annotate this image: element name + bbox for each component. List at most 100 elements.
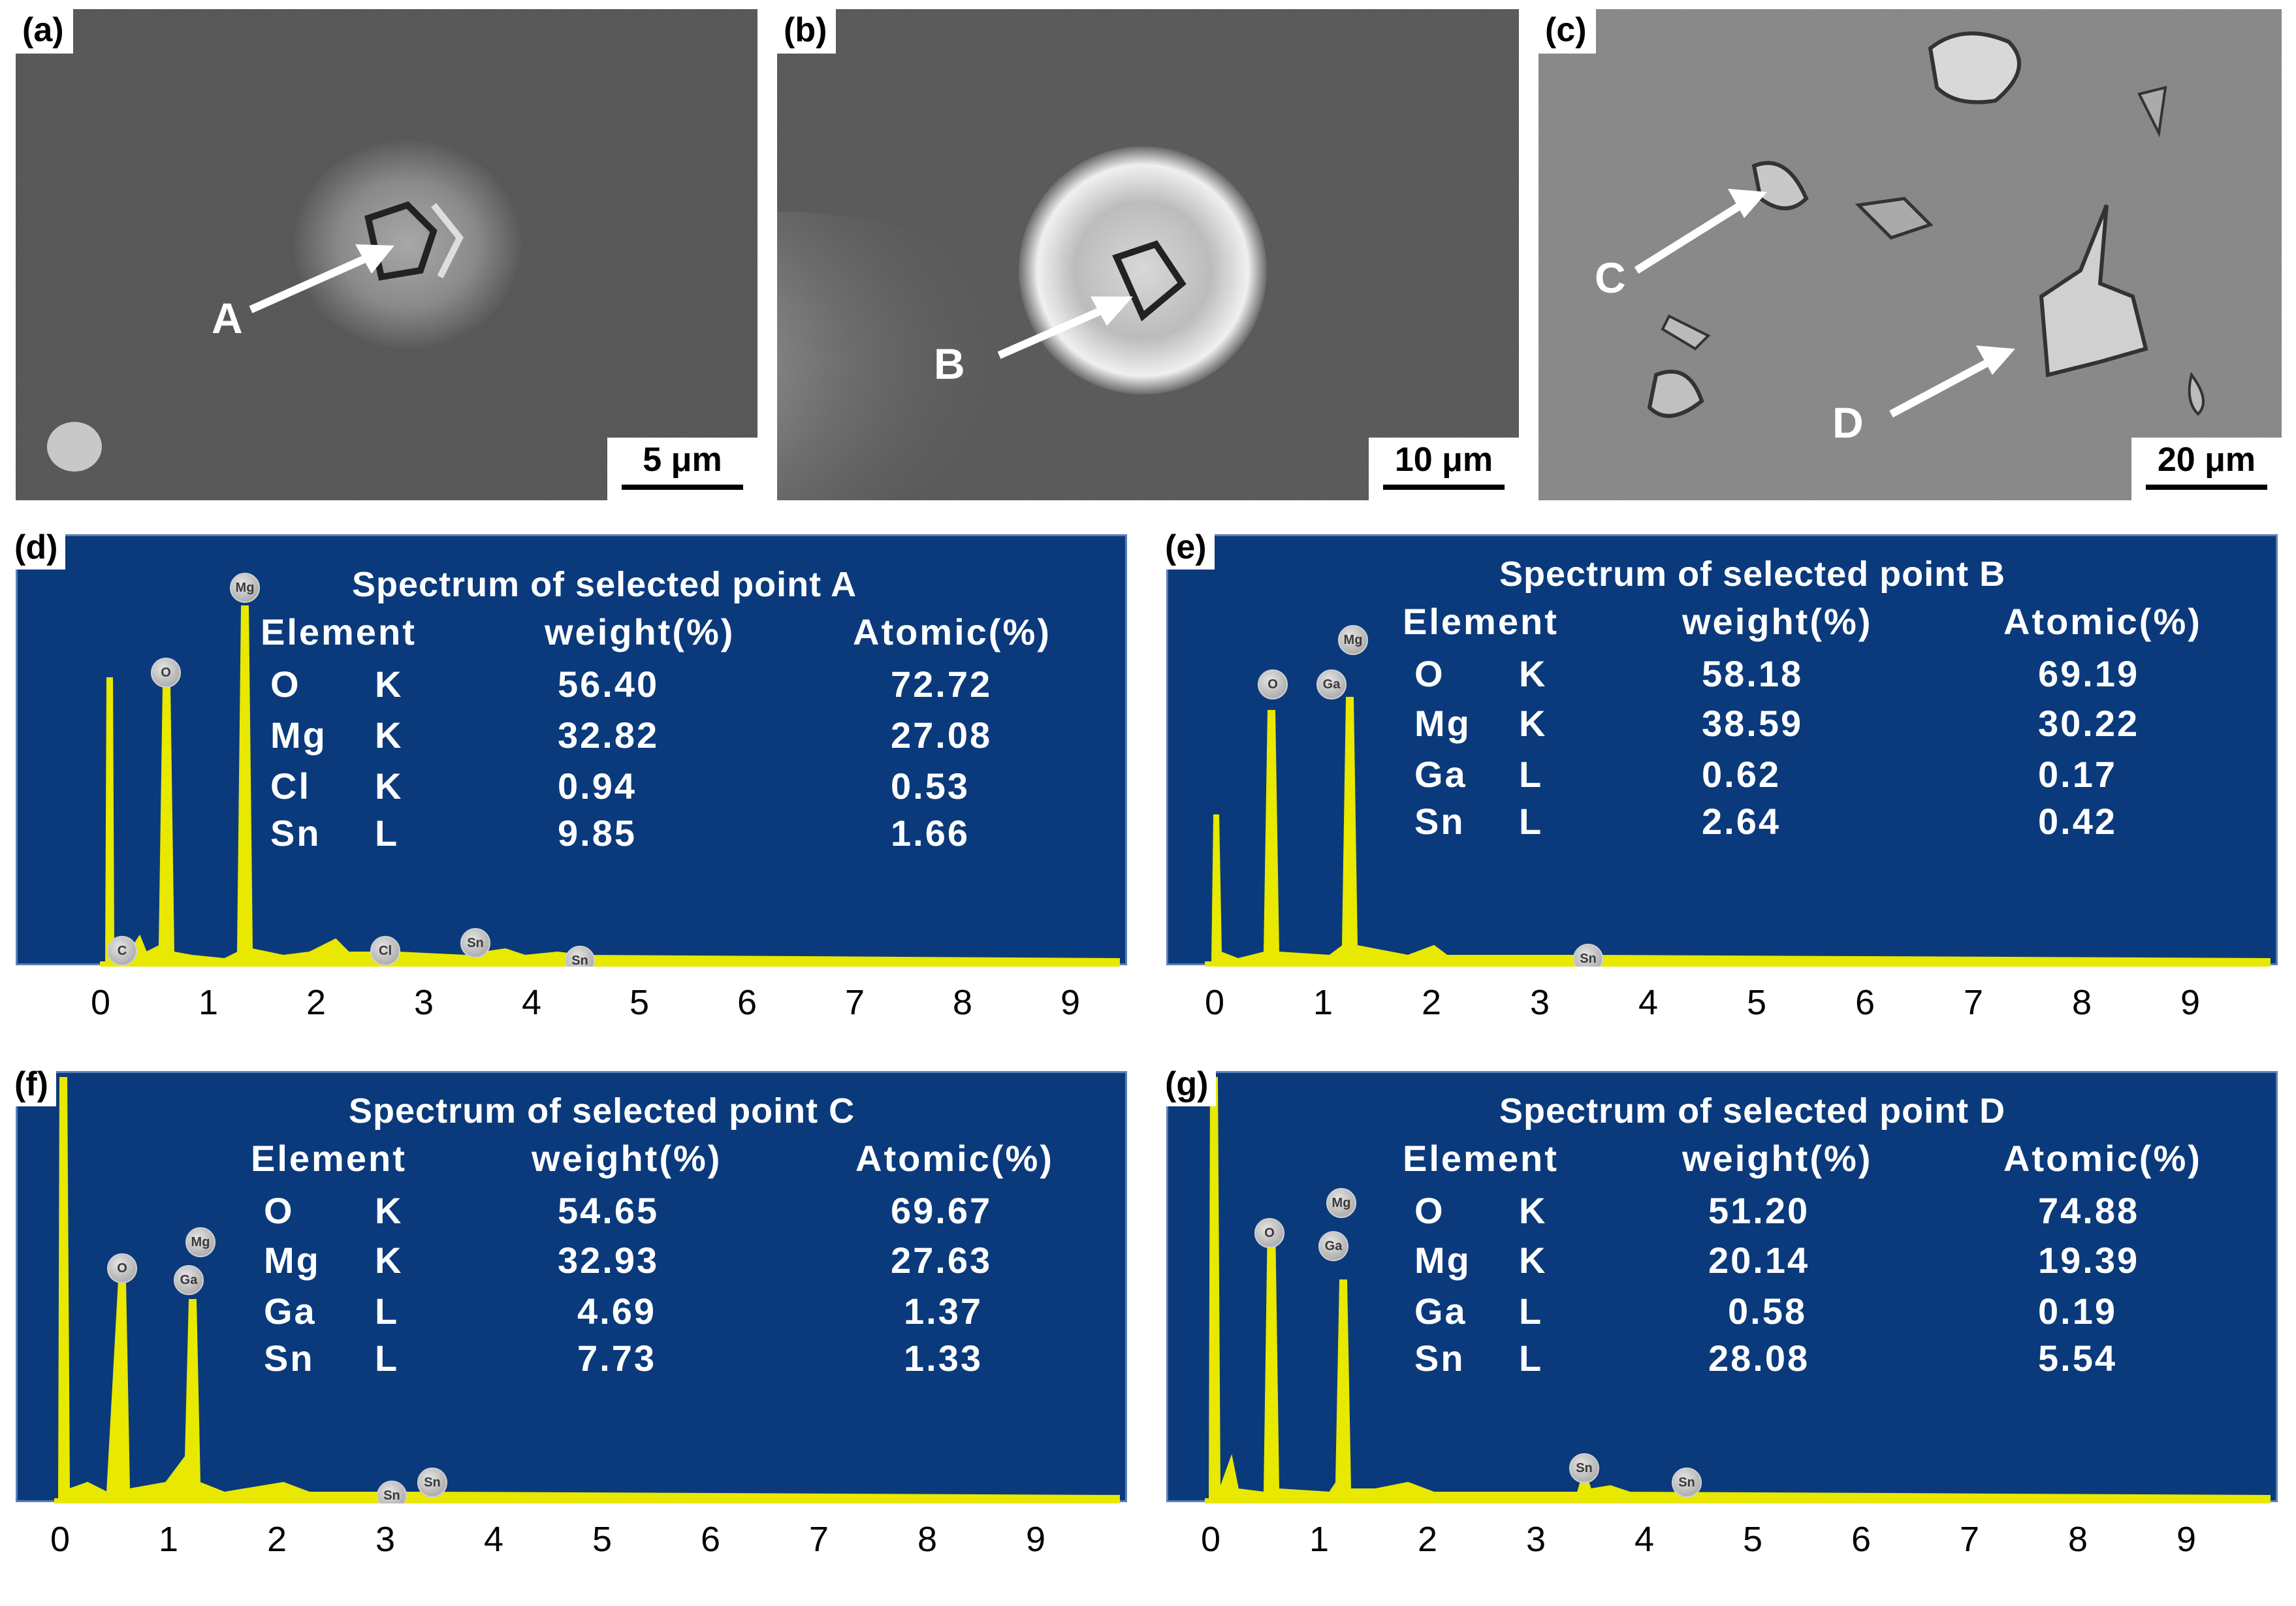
cell-element: Mg bbox=[264, 1240, 321, 1281]
header-element: Element bbox=[251, 1138, 407, 1179]
cell-element: Cl bbox=[270, 765, 311, 807]
header-element: Element bbox=[261, 611, 417, 652]
element-badge: Mg bbox=[185, 1227, 215, 1257]
cell-element: Mg bbox=[1414, 1240, 1471, 1281]
spectrum-panel-g: O Ga Mg Sn Sn (g) Spectrum of selected p… bbox=[1160, 1065, 2284, 1587]
cell-atomic: 0.42 bbox=[2038, 801, 2117, 842]
cell-weight: 38.59 bbox=[1702, 703, 1804, 744]
element-badge: Ga bbox=[1318, 1231, 1348, 1261]
cell-line: K bbox=[1519, 653, 1548, 694]
element-badge: O bbox=[151, 658, 181, 688]
cell-line: L bbox=[1519, 1338, 1544, 1379]
arrow bbox=[249, 253, 370, 313]
arrow bbox=[997, 306, 1106, 359]
x-axis-d bbox=[16, 967, 1127, 1038]
particle bbox=[47, 422, 102, 472]
x-tick: 8 bbox=[952, 983, 973, 1022]
x-tick: 4 bbox=[1634, 1520, 1655, 1559]
element-badge: Ga bbox=[1316, 669, 1347, 699]
panel-label-e: (e) bbox=[1160, 528, 1215, 570]
spectrum-title-g: Spectrum of selected point D bbox=[1499, 1091, 2006, 1131]
x-tick: 9 bbox=[2180, 983, 2201, 1022]
cell-line: K bbox=[1519, 1190, 1548, 1231]
cell-line: K bbox=[1519, 1240, 1548, 1281]
x-tick: 6 bbox=[1855, 983, 1875, 1022]
cell-atomic: 1.37 bbox=[904, 1291, 983, 1332]
x-tick: 8 bbox=[2071, 983, 2092, 1022]
x-tick: 2 bbox=[1421, 983, 1442, 1022]
spectrum-title-e: Spectrum of selected point B bbox=[1499, 554, 2006, 594]
x-tick: 5 bbox=[1746, 983, 1767, 1022]
x-tick: 8 bbox=[917, 1520, 938, 1559]
cell-weight: 58.18 bbox=[1702, 653, 1804, 694]
cell-element: Mg bbox=[1414, 703, 1471, 744]
cell-atomic: 1.66 bbox=[891, 812, 970, 854]
header-atomic: Atomic(%) bbox=[853, 611, 1051, 652]
cell-weight: 51.20 bbox=[1708, 1190, 1810, 1231]
x-tick: 5 bbox=[592, 1520, 613, 1559]
header-element: Element bbox=[1403, 1138, 1559, 1179]
x-tick: 1 bbox=[158, 1520, 179, 1559]
cell-weight: 56.40 bbox=[558, 664, 660, 705]
element-badge: Mg bbox=[1338, 625, 1368, 655]
arrow-d bbox=[1889, 358, 1991, 418]
element-badge: Cl bbox=[370, 936, 400, 966]
x-tick: 2 bbox=[306, 983, 327, 1022]
x-tick: 9 bbox=[1025, 1520, 1046, 1559]
cell-atomic: 27.63 bbox=[891, 1240, 993, 1281]
spectrum-panel-e: O Ga Mg Sn (e) Spectrum of selected poin… bbox=[1160, 528, 2284, 1050]
cell-element: O bbox=[270, 664, 301, 705]
panel-label-f: (f) bbox=[9, 1065, 56, 1106]
x-tick: 6 bbox=[700, 1520, 721, 1559]
spectrum-title-d: Spectrum of selected point A bbox=[352, 565, 857, 604]
element-badge: Ga bbox=[174, 1265, 204, 1295]
x-tick: 7 bbox=[808, 1520, 829, 1559]
cell-atomic: 30.22 bbox=[2038, 703, 2140, 744]
header-atomic: Atomic(%) bbox=[2003, 601, 2202, 642]
x-tick: 4 bbox=[521, 983, 542, 1022]
cell-element: O bbox=[1414, 653, 1445, 694]
sem-image-c bbox=[1539, 9, 2282, 500]
x-tick: 3 bbox=[413, 983, 434, 1022]
point-label-d: D bbox=[1832, 398, 1864, 447]
cell-weight: 4.69 bbox=[577, 1291, 656, 1332]
cell-weight: 20.14 bbox=[1708, 1240, 1810, 1281]
cell-weight: 54.65 bbox=[558, 1190, 660, 1231]
x-tick: 1 bbox=[1313, 983, 1333, 1022]
cell-weight: 28.08 bbox=[1708, 1338, 1810, 1379]
cell-element: Sn bbox=[264, 1338, 315, 1379]
x-axis-f bbox=[16, 1503, 1127, 1575]
header-element: Element bbox=[1403, 601, 1559, 642]
x-tick: 3 bbox=[1529, 983, 1550, 1022]
point-label-c: C bbox=[1595, 253, 1626, 302]
x-tick: 5 bbox=[1742, 1520, 1763, 1559]
panel-label-b: (b) bbox=[777, 9, 837, 54]
cell-element: Ga bbox=[1414, 1291, 1467, 1332]
x-tick: 1 bbox=[198, 983, 219, 1022]
cell-atomic: 69.19 bbox=[2038, 653, 2140, 694]
element-badge: Sn bbox=[1672, 1468, 1702, 1498]
x-tick: 3 bbox=[375, 1520, 396, 1559]
cell-line: L bbox=[1519, 1291, 1544, 1332]
element-badge: Mg bbox=[1326, 1188, 1356, 1218]
element-badge: O bbox=[107, 1253, 137, 1283]
cell-element: Sn bbox=[270, 812, 321, 854]
panel-label-g: (g) bbox=[1160, 1065, 1217, 1106]
cell-weight: 2.64 bbox=[1702, 801, 1781, 842]
panel-label-d: (d) bbox=[9, 528, 66, 570]
cell-element: Mg bbox=[270, 715, 327, 756]
cell-element: O bbox=[1414, 1190, 1445, 1231]
cell-line: L bbox=[1519, 754, 1544, 795]
header-weight: weight(%) bbox=[1682, 1138, 1873, 1179]
x-tick: 2 bbox=[1417, 1520, 1438, 1559]
spectrum-trace-g bbox=[1205, 1077, 2271, 1504]
panel-label-c: (c) bbox=[1539, 9, 1596, 54]
x-tick: 6 bbox=[737, 983, 757, 1022]
element-badge: O bbox=[1254, 1218, 1284, 1248]
cell-line: K bbox=[375, 664, 404, 705]
x-tick: 5 bbox=[629, 983, 650, 1022]
sem-panel-a: A (a) 5 μm bbox=[16, 9, 757, 500]
x-tick: 4 bbox=[1638, 983, 1659, 1022]
corrosion-pit bbox=[1019, 146, 1267, 394]
cell-atomic: 27.08 bbox=[891, 715, 993, 756]
